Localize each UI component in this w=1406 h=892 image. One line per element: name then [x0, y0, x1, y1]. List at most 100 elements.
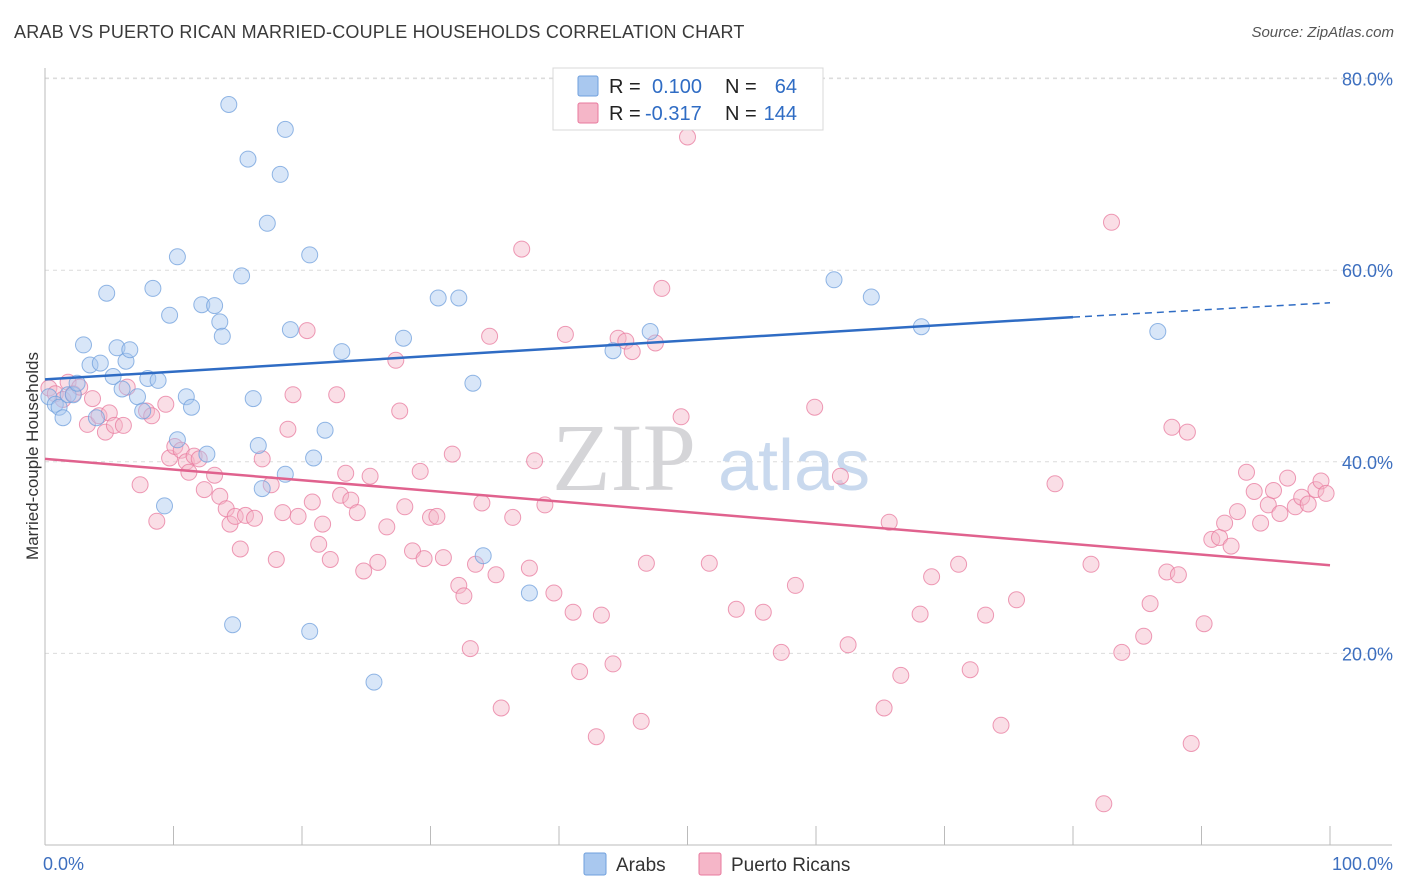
puerto-rican-point: [672, 408, 690, 426]
stats-legend: R = 0.100 N = 64 R = -0.317 N = 144: [552, 67, 824, 131]
arab-point: [54, 409, 72, 427]
puerto-rican-point: [1135, 627, 1153, 645]
puerto-rican-point: [231, 540, 249, 558]
puerto-rican-point: [786, 576, 804, 594]
legend-swatch-puerto-ricans: [577, 102, 599, 124]
arab-point: [301, 622, 319, 640]
arab-point: [50, 398, 68, 416]
puerto-rican-point: [1178, 423, 1196, 441]
puerto-rican-point: [428, 507, 446, 525]
arab-point: [211, 313, 229, 331]
puerto-rican-point: [321, 551, 339, 568]
arab-point: [193, 296, 211, 314]
arab-point: [87, 409, 105, 427]
arab-point: [271, 165, 289, 183]
puerto-rican-point: [274, 504, 292, 522]
legend-n-value-arabs: 64: [775, 76, 797, 98]
puerto-rican-point: [492, 699, 510, 717]
puerto-rican-points: [40, 128, 1335, 813]
arab-point: [113, 380, 131, 398]
puerto-rican-point: [1008, 591, 1025, 609]
puerto-rican-point: [105, 416, 123, 434]
arab-point: [1149, 323, 1167, 340]
puerto-rican-point: [1271, 505, 1289, 522]
puerto-rican-point: [355, 562, 373, 580]
arab-point: [168, 431, 186, 449]
puerto-rican-point: [504, 508, 522, 526]
puerto-rican-point: [1095, 795, 1113, 813]
arab-point: [249, 437, 267, 454]
chart-source: Source: ZipAtlas.com: [1251, 24, 1394, 41]
arab-point: [520, 584, 538, 602]
arab-point: [365, 673, 383, 691]
puerto-rican-point: [911, 605, 929, 623]
arab-point: [464, 374, 482, 392]
watermark: ZIP atlas: [552, 404, 870, 511]
puerto-rican-point: [195, 481, 213, 499]
puerto-rican-point: [992, 716, 1010, 734]
puerto-rican-point: [84, 390, 101, 408]
puerto-rican-point: [1245, 483, 1263, 500]
arab-point: [258, 214, 276, 232]
puerto-rican-point: [1216, 514, 1234, 532]
puerto-rican-point: [1082, 555, 1100, 573]
puerto-rican-point: [556, 325, 574, 343]
puerto-rican-point: [1141, 595, 1159, 613]
puerto-rican-point: [279, 420, 297, 438]
arab-point: [144, 279, 162, 297]
puerto-rican-point: [78, 415, 96, 433]
puerto-rican-point: [592, 606, 610, 624]
bottom-legend-label-arabs: Arabs: [616, 855, 666, 876]
puerto-rican-point: [455, 587, 473, 605]
y-tick-label-80: 80.0%: [1342, 70, 1393, 90]
watermark-atlas: atlas: [718, 426, 870, 506]
puerto-rican-point: [564, 603, 582, 621]
arab-point: [206, 297, 224, 315]
puerto-rican-point: [923, 568, 941, 586]
arab-point: [450, 289, 468, 307]
arab-point: [156, 497, 173, 515]
arab-point: [233, 267, 251, 285]
puerto-rican-point: [839, 636, 857, 654]
arab-point: [98, 284, 116, 302]
arab-point: [220, 96, 238, 113]
puerto-rican-point: [443, 445, 461, 463]
puerto-rican-point: [387, 351, 405, 369]
puerto-rican-point: [1317, 484, 1335, 502]
puerto-rican-point: [1103, 213, 1120, 231]
puerto-rican-point: [950, 555, 968, 573]
puerto-rican-point: [1265, 482, 1282, 499]
arab-point: [244, 390, 262, 408]
puerto-rican-point: [1169, 566, 1187, 584]
arab-point: [59, 386, 77, 404]
puerto-rican-point: [1195, 615, 1213, 633]
puerto-rican-point: [157, 395, 175, 413]
puerto-rican-point: [148, 512, 166, 530]
puerto-rican-point: [513, 240, 531, 258]
arab-point: [395, 329, 412, 347]
axes: [44, 68, 1392, 846]
puerto-rican-point: [1222, 537, 1240, 555]
puerto-rican-point: [700, 554, 718, 572]
arab-point: [134, 402, 152, 420]
puerto-rican-point: [526, 452, 544, 470]
arab-point: [862, 288, 880, 306]
puerto-rican-point: [361, 467, 379, 485]
puerto-rican-point: [637, 554, 655, 572]
puerto-rican-point: [875, 699, 893, 717]
puerto-rican-point: [284, 386, 302, 404]
arab-point: [281, 321, 299, 339]
puerto-rican-point: [1163, 418, 1181, 436]
puerto-rican-point: [332, 486, 350, 504]
puerto-rican-point: [348, 504, 366, 522]
arab-point: [108, 339, 126, 357]
y-tick-label-60: 60.0%: [1342, 261, 1393, 281]
puerto-rican-point: [1279, 469, 1297, 487]
puerto-rican-trend-line: [44, 457, 1331, 567]
arab-point: [168, 248, 186, 266]
puerto-rican-point: [772, 643, 790, 661]
puerto-rican-point: [114, 416, 132, 434]
puerto-rican-point: [1046, 475, 1064, 493]
y-axis-label: Married-couple Households: [23, 352, 42, 560]
